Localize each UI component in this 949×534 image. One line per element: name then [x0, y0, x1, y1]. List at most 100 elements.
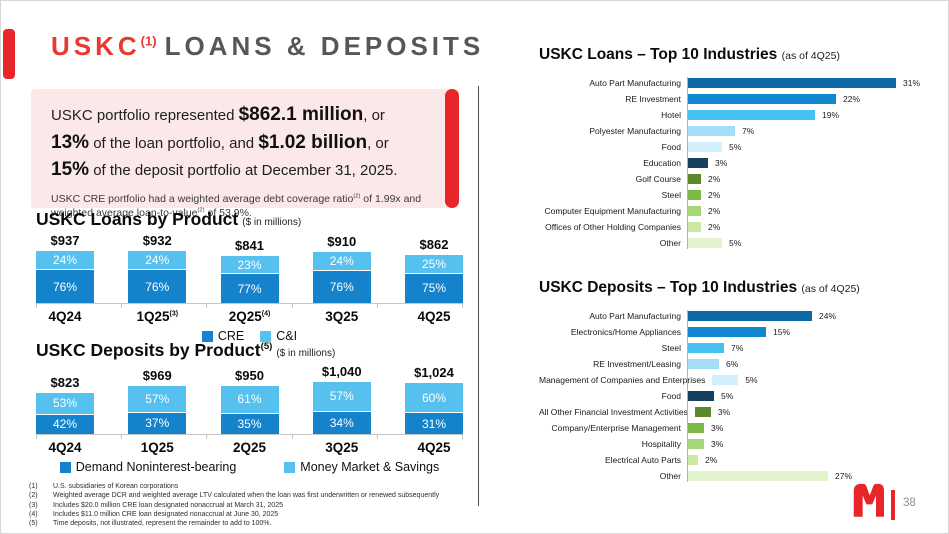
bar-total-label: $841 [235, 238, 264, 253]
bar-category-label: Polyester Manufacturing [539, 126, 688, 136]
bar-row: Hotel 19% [539, 107, 944, 123]
footnote-number: (2) [29, 492, 38, 500]
footnote-row: (1) U.S. subsidiaries of Korean corporati… [29, 482, 484, 491]
bar-segment-bottom: 42% [36, 414, 94, 434]
stacked-bar: 60% 31% [405, 383, 463, 434]
category-label: 1Q25 [140, 440, 174, 455]
footnote-text: Includes $11.0 million CRE loan designat… [53, 510, 279, 518]
bar-row: Electronics/Home Appliances 15% [539, 324, 944, 340]
bar-value-label: 5% [745, 375, 758, 385]
bar-category-label: Steel [539, 190, 688, 200]
axis-tick [206, 435, 208, 439]
bar-value-label: 3% [715, 158, 728, 168]
category-label: 4Q25 [417, 440, 451, 455]
page-title-uskc-text: USKC [51, 31, 141, 61]
bar-category-text: Food [661, 391, 681, 401]
deposits-top10-title-text: USKC Deposits – Top 10 Industries [539, 279, 798, 296]
bar-row: Steel 7% [539, 340, 944, 356]
stacked-bar-chart: $937 24% 76% $932 24% 76% $841 23% 77% $910 24% 76%… [36, 231, 463, 303]
stacked-bar: 61% 35% [220, 386, 279, 434]
chart-legend: Demand Noninterest-bearing Money Market &… [36, 460, 463, 474]
callout-segment: 15% [51, 159, 90, 181]
bar-row: Company/Enterprise Management 3% [539, 420, 944, 436]
category-label: 1Q25(3) [136, 309, 179, 324]
bar-category-label: Education [539, 158, 688, 168]
bar-category-text: RE Investment [625, 94, 681, 104]
bar-category-text: Golf Course [635, 174, 681, 184]
callout-segment: USKC CRE portfolio had a weighted averag… [51, 192, 354, 205]
bar-segment-bottom: 77% [220, 274, 279, 303]
deposits-top10-section: USKC Deposits – Top 10 Industries (as of… [539, 279, 944, 484]
bar-value-label: 24% [819, 311, 837, 321]
stacked-bar: 23% 77% [220, 256, 279, 303]
legend-item: Demand Noninterest-bearing [59, 460, 236, 474]
bar-category-text: RE Investment/Leasing [593, 359, 681, 369]
category-label: 4Q25 [417, 309, 451, 324]
legend-item: CRE [201, 329, 244, 343]
footnote-row: (4) Includes $11.0 million CRE loan desig… [29, 510, 484, 519]
deposits-by-product-title-text: USKC Deposits by Product [36, 340, 261, 360]
deposits-by-product-section: USKC Deposits by Product(5)($ in million… [36, 340, 463, 474]
category-label: 2Q25(4) [228, 309, 271, 324]
bar [688, 359, 719, 369]
category-label: 4Q24 [48, 309, 82, 324]
page-number-divider [891, 490, 895, 520]
legend-swatch [260, 330, 272, 342]
bar [688, 126, 735, 136]
bar-group: $1,040 57% 34% [312, 362, 371, 434]
bar-total-label: $932 [142, 233, 172, 248]
bar [688, 423, 704, 433]
stacked-bar: 25% 75% [405, 255, 463, 303]
loans-top10-title: USKC Loans – Top 10 Industries (as of 4Q… [539, 46, 944, 64]
legend-swatch [284, 461, 296, 473]
page-title: USKC(1) LOANS & DEPOSITS [51, 31, 484, 62]
bar-row: Management of Companies and Enterprises 5… [539, 372, 944, 388]
bar-category-label: Food [539, 142, 688, 152]
bar-segment-bottom: 31% [405, 413, 463, 434]
bar-category-text: Other [659, 471, 681, 481]
bar-category-label: Electrical Auto Parts [539, 455, 688, 465]
deposits-top10-title: USKC Deposits – Top 10 Industries (as of… [539, 279, 944, 297]
legend-label: Money Market & Savings [300, 460, 440, 474]
bar [688, 391, 714, 401]
bar-segment-top: 53% [36, 393, 94, 415]
loans-top10-subtitle: (as of 4Q25) [781, 50, 840, 62]
bar [688, 158, 708, 168]
bar-category-label: Computer Equipment Manufacturing [539, 206, 688, 216]
bar-row: Computer Equipment Manufacturing 2% [539, 203, 944, 219]
loans-by-product-section: USKC Loans by Product ($ in millions) $93… [36, 209, 463, 343]
bar-category-text: Company/Enterprise Management [551, 423, 681, 433]
page-title-uskc: USKC(1) [51, 31, 157, 61]
bar-category-label: Auto Part Manufacturing [539, 78, 688, 88]
axis-tick [36, 304, 37, 308]
bar-segment-bottom: 35% [220, 413, 279, 434]
bar-value-label: 2% [708, 174, 721, 184]
company-logo-icon [852, 481, 884, 522]
bar-category-text: Polyester Manufacturing [589, 126, 681, 136]
axis-tick [36, 435, 37, 439]
stacked-bar-chart: $823 53% 42% $969 57% 37% $950 61% 35% $1,040 57% 3… [36, 362, 463, 434]
stacked-bar: 53% 42% [36, 393, 94, 434]
callout-main-text: USKC portfolio represented $862.1 millio… [51, 101, 423, 184]
bar-total-label: $1,040 [321, 364, 362, 379]
chart-ticks [36, 435, 463, 439]
bar [688, 238, 722, 248]
callout-segment: , or [367, 134, 389, 152]
bar-value-label: 22% [843, 94, 861, 104]
column-divider [478, 86, 479, 506]
bar-category-label: All Other Financial Investment Activitie… [539, 407, 695, 417]
bar-row: Other 27% [539, 468, 944, 484]
axis-tick [461, 435, 463, 439]
title-accent-bar [3, 29, 15, 79]
bar [688, 190, 701, 200]
bar-value-label: 5% [729, 142, 742, 152]
legend-item: Money Market & Savings [284, 460, 439, 474]
bar-row: Food 5% [539, 139, 944, 155]
footnote-text: Includes $20.0 million CRE loan designat… [53, 501, 283, 509]
chart-axis [687, 77, 688, 249]
loans-by-product-chart: $937 24% 76% $932 24% 76% $841 23% 77% $910 24% 76%… [36, 231, 463, 343]
callout-sub-text: USKC CRE portfolio had a weighted averag… [51, 192, 423, 220]
footnote-ref: (2) [353, 193, 361, 200]
callout-segment: of the deposit portfolio at December 31,… [89, 162, 398, 180]
bar-segment-bottom: 76% [128, 270, 187, 303]
